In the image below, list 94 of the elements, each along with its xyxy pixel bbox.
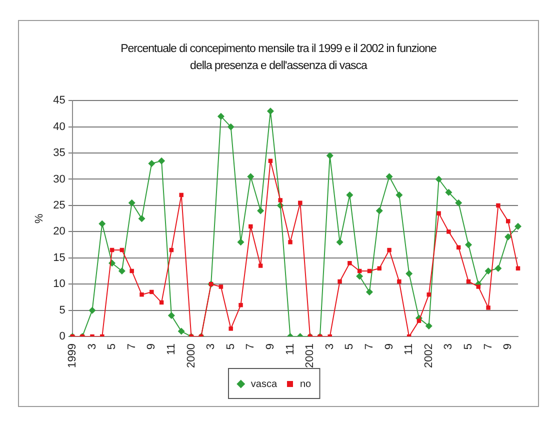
point — [100, 334, 104, 337]
point — [494, 264, 502, 272]
x-tick-label: 5 — [106, 344, 118, 350]
point — [476, 284, 481, 289]
x-tick-label: 5 — [224, 344, 237, 350]
point — [98, 220, 106, 228]
x-tick-label: 11 — [284, 344, 296, 355]
point — [118, 267, 126, 274]
point — [150, 290, 154, 294]
point — [88, 306, 96, 314]
point — [396, 191, 403, 198]
x-tick-label: 11 — [165, 344, 178, 355]
point — [496, 203, 500, 208]
point — [336, 238, 344, 246]
point — [425, 322, 432, 330]
point — [298, 200, 302, 205]
point — [148, 160, 156, 168]
point — [218, 284, 224, 289]
x-tick-label: 9 — [264, 344, 276, 350]
point — [178, 328, 185, 335]
x-tick-label: 7 — [364, 344, 376, 350]
point — [257, 207, 264, 214]
x-tick-label: 5 — [344, 344, 356, 350]
x-tick-label: 5 — [462, 344, 475, 350]
point — [486, 306, 490, 310]
point — [455, 199, 462, 206]
point — [258, 264, 263, 268]
point — [168, 312, 175, 320]
x-tick-label: 1999 — [66, 344, 78, 368]
point — [237, 238, 244, 246]
y-tick-label: 10 — [53, 278, 66, 290]
point — [504, 233, 512, 240]
point — [346, 191, 354, 198]
point — [445, 188, 452, 196]
x-tick-label: 7 — [244, 344, 257, 350]
point — [397, 279, 402, 284]
x-tick-label: 3 — [205, 344, 218, 350]
x-tick-label: 7 — [482, 344, 494, 350]
point — [217, 112, 224, 120]
chart-title: Percentuale di concepimento mensile tra il 1999 e il 2002 in funzione della presenza e dell'assenza di vasca — [120, 42, 438, 74]
x-tick-label: 3 — [86, 344, 98, 350]
point — [387, 248, 392, 252]
point — [356, 272, 364, 280]
y-axis-title: % — [34, 213, 46, 224]
y-tick-label: 20 — [53, 226, 66, 238]
x-tick-label: 3 — [442, 344, 455, 350]
point — [288, 240, 292, 244]
point — [266, 108, 274, 115]
point — [506, 219, 510, 224]
point — [514, 222, 522, 230]
point — [436, 211, 441, 216]
y-tick-label: 30 — [53, 173, 66, 186]
point — [416, 318, 422, 323]
point — [386, 173, 393, 180]
y-tick-label: 45 — [53, 94, 66, 107]
y-tick-label: 15 — [53, 252, 66, 264]
y-tick-label: 0 — [59, 330, 66, 343]
point — [128, 199, 136, 206]
x-tick-label: 11 — [403, 344, 416, 355]
x-tick-label: 9 — [502, 344, 514, 350]
x-tick-label: 7 — [126, 344, 138, 350]
legend-label: vasca — [250, 378, 278, 390]
point — [179, 192, 184, 198]
point — [348, 261, 352, 266]
y-tick-label: 40 — [53, 120, 66, 133]
x-tick-label: 2000 — [185, 344, 198, 368]
point — [227, 123, 234, 130]
legend-label: no — [300, 378, 312, 390]
point — [228, 326, 233, 331]
x-tick-label: 2001 — [304, 344, 316, 368]
point — [238, 302, 243, 308]
point — [435, 176, 442, 183]
point — [366, 288, 373, 296]
point — [326, 152, 334, 160]
x-tick-label: 2002 — [422, 344, 435, 368]
point — [484, 267, 492, 274]
point — [406, 270, 413, 278]
point — [338, 279, 342, 284]
y-tick-label: 35 — [53, 147, 66, 160]
point — [376, 207, 383, 214]
point — [247, 173, 254, 180]
point — [278, 198, 282, 202]
y-tick-label: 5 — [59, 304, 66, 316]
point — [248, 224, 253, 229]
point — [464, 241, 472, 248]
x-tick-label: 9 — [146, 344, 158, 350]
y-tick-label: 25 — [53, 199, 66, 212]
x-tick-label: 3 — [324, 344, 336, 350]
point — [138, 215, 146, 222]
point — [130, 268, 134, 274]
point — [446, 230, 451, 234]
point — [158, 157, 166, 164]
x-tick-label: 9 — [383, 344, 396, 350]
point — [140, 292, 144, 297]
